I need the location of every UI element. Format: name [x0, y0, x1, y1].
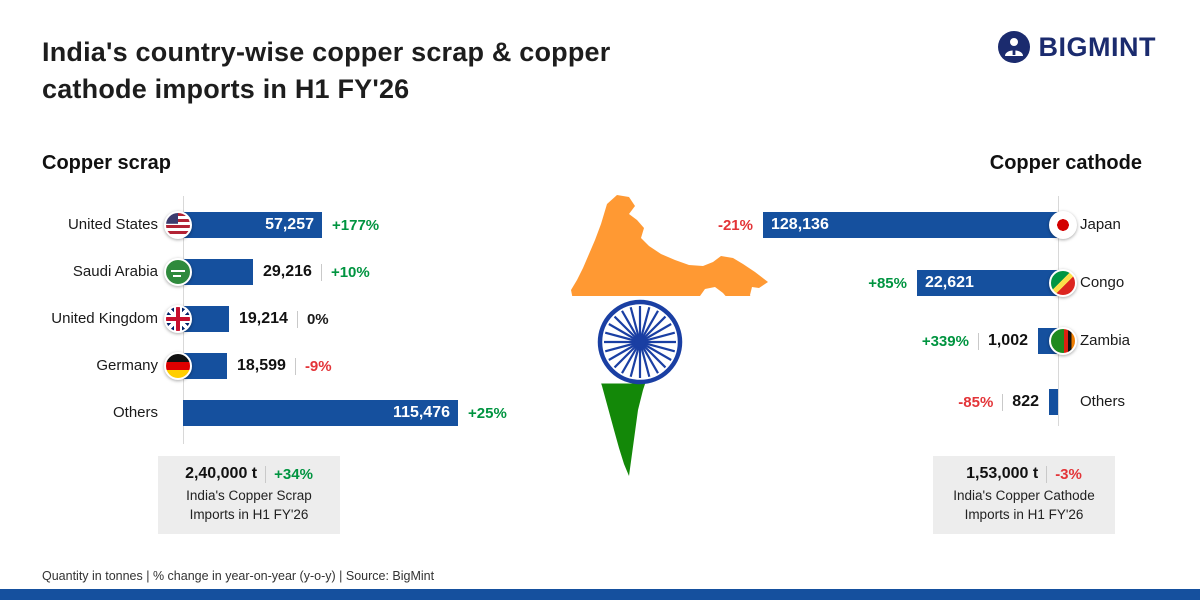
- right-chart-axis: [1058, 196, 1059, 426]
- country-label-united-kingdom: United Kingdom: [51, 310, 158, 327]
- country-label-united-states: United States: [67, 216, 158, 233]
- value-pct-united-kingdom: 19,214 0%: [239, 306, 329, 332]
- zambia-flag-icon: [1049, 327, 1077, 355]
- country-label-others-cathode: Others: [1080, 393, 1126, 410]
- india-map: [550, 195, 768, 476]
- pct-others-scrap: +25%: [468, 400, 507, 426]
- bigmint-logo-text: BIGMINT: [1038, 31, 1156, 62]
- germany-flag-icon: [164, 352, 192, 380]
- title-line-2: cathode imports in H1 FY'26: [42, 74, 410, 104]
- value-saudi-arabia: 29,216: [263, 263, 312, 280]
- value-zambia: 1,002: [987, 332, 1028, 349]
- congo-flag-icon: [1049, 269, 1077, 297]
- pct-value-japan: -21%: [717, 216, 753, 234]
- scrap-total-pct: +34%: [274, 465, 313, 483]
- pct-japan: -21%: [718, 212, 753, 238]
- pct-value-zambia-group: +339% 1,002: [922, 328, 1028, 354]
- bottom-accent-strip: [0, 589, 1200, 600]
- cathode-summary-total-row: 1,53,000 t -3%: [933, 465, 1115, 483]
- bar-congo: 22,621: [917, 270, 1058, 296]
- japan-flag-icon: [1049, 211, 1077, 239]
- bar-value-japan: 128,136: [771, 216, 829, 233]
- value-pct-germany: 18,599 -9%: [237, 353, 332, 379]
- pct-value-congo: +85%: [868, 274, 907, 292]
- bigmint-logo-icon: [997, 31, 1030, 63]
- divider: [320, 263, 322, 281]
- bar-united-states: 57,257: [183, 212, 322, 238]
- bar-japan: 128,136: [763, 212, 1058, 238]
- value-united-kingdom: 19,214: [239, 310, 288, 327]
- pct-value-saudi-arabia: +10%: [330, 263, 370, 281]
- divider: [294, 357, 296, 375]
- country-label-germany: Germany: [96, 357, 158, 374]
- bar-value-united-states: 57,257: [265, 216, 314, 233]
- country-label-others-scrap: Others: [112, 404, 158, 421]
- chart-title-copper-scrap: Copper scrap: [42, 152, 171, 174]
- country-label-saudi-arabia: Saudi Arabia: [72, 263, 158, 280]
- pct-value-germany: -9%: [304, 357, 332, 375]
- cathode-total: 1,53,000 t: [966, 465, 1039, 482]
- divider: [1046, 465, 1048, 483]
- country-label-zambia: Zambia: [1080, 332, 1131, 349]
- value-pct-saudi-arabia: 29,216 +10%: [263, 259, 370, 285]
- value-germany: 18,599: [237, 357, 286, 374]
- cathode-summary-caption-2: Imports in H1 FY'26: [964, 507, 1084, 522]
- pct-united-states: +177%: [332, 212, 379, 238]
- pct-value-others-scrap: +25%: [468, 404, 507, 422]
- divider: [296, 310, 298, 328]
- scrap-summary-total-row: 2,40,000 t +34%: [158, 465, 340, 483]
- pct-value-united-states: +177%: [332, 216, 380, 234]
- bar-saudi-arabia: [183, 259, 253, 285]
- divider: [265, 465, 267, 483]
- us-flag-icon: [164, 211, 192, 239]
- page-title: India's country-wise copper scrap & copp…: [42, 34, 610, 108]
- bar-others-cathode: [1049, 389, 1058, 415]
- pct-value-zambia: +339%: [921, 332, 969, 350]
- scrap-total: 2,40,000 t: [185, 465, 258, 482]
- cathode-summary-caption-1: India's Copper Cathode: [953, 488, 1095, 503]
- chart-title-copper-cathode: Copper cathode: [989, 152, 1142, 174]
- pct-value-others-cathode: -85%: [958, 393, 994, 411]
- country-label-congo: Congo: [1080, 274, 1125, 291]
- ashoka-chakra-icon: [597, 299, 683, 385]
- cathode-total-pct: -3%: [1055, 465, 1082, 483]
- scrap-summary-caption-2: Imports in H1 FY'26: [189, 507, 309, 522]
- country-label-japan: Japan: [1080, 216, 1121, 233]
- pct-congo: +85%: [868, 270, 907, 296]
- saudi-arabia-flag-icon: [164, 258, 192, 286]
- divider: [977, 332, 979, 350]
- divider: [1002, 393, 1004, 411]
- value-others-cathode: 822: [1012, 393, 1039, 410]
- bar-value-congo: 22,621: [925, 274, 974, 291]
- bigmint-logo: BIGMINT: [997, 30, 1157, 64]
- title-line-1: India's country-wise copper scrap & copp…: [42, 37, 611, 67]
- uk-flag-icon: [164, 305, 192, 333]
- pct-value-others-cathode-group: -85% 822: [958, 389, 1039, 415]
- bar-others-scrap: 115,476: [183, 400, 458, 426]
- bar-value-others-scrap: 115,476: [393, 404, 450, 421]
- footnote: Quantity in tonnes | % change in year-on…: [42, 569, 435, 583]
- scrap-summary-caption-1: India's Copper Scrap: [186, 488, 312, 503]
- pct-value-united-kingdom: 0%: [306, 310, 329, 328]
- cathode-summary-box: 1,53,000 t -3% India's Copper Cathode Im…: [933, 456, 1115, 534]
- scrap-summary-box: 2,40,000 t +34% India's Copper Scrap Imp…: [158, 456, 340, 534]
